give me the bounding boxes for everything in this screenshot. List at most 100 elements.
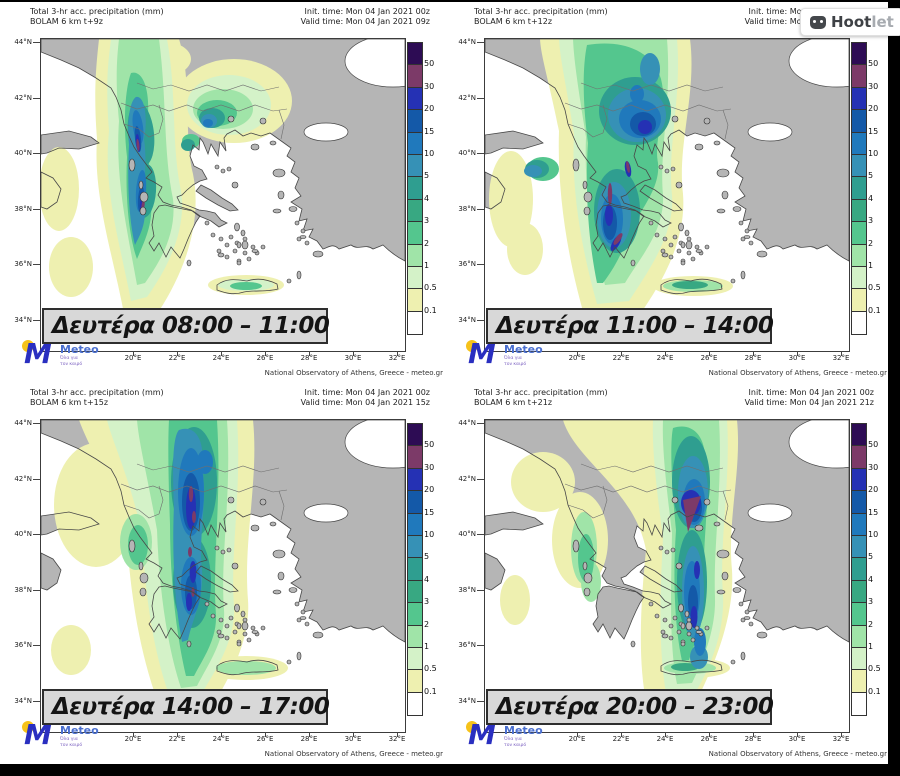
- lon-tick: [665, 732, 666, 737]
- logo-sun-icon: [22, 721, 34, 733]
- lat-tick: [33, 153, 40, 154]
- lon-tick: [309, 351, 310, 356]
- colorbar-segment: [408, 289, 422, 312]
- logo-sun-icon: [466, 721, 478, 733]
- lon-tick: [133, 351, 134, 356]
- precipitation-map: [41, 420, 405, 732]
- hootlet-watermark[interactable]: Hoot let: [800, 8, 900, 36]
- lat-tick: [33, 98, 40, 99]
- colorbar-segment: [852, 491, 866, 514]
- lat-tick: [477, 42, 484, 43]
- meteo-tagline-1: Όλα για: [504, 356, 522, 361]
- meteo-logo[interactable]: M Meteo Όλα για τον καιρό: [466, 720, 576, 760]
- precipitation-colorbar: [407, 423, 423, 717]
- panel-header-right: Init. time: Mon 04 Jan 2021 00z Valid ti…: [745, 388, 874, 408]
- forecast-panel: Total 3-hr acc. precipitation (mm) BOLAM…: [0, 2, 444, 383]
- lon-tick: [397, 351, 398, 356]
- colorbar-label: 20: [868, 104, 879, 114]
- logo-sun-icon: [22, 340, 34, 352]
- colorbar-segment: [408, 199, 422, 223]
- meteo-logo[interactable]: M Meteo Όλα για τον καιρό: [22, 720, 132, 760]
- lat-tick: [33, 534, 40, 535]
- colorbar-segment: [852, 244, 866, 267]
- colorbar-label: 3: [868, 216, 874, 226]
- lat-label: 40°N: [14, 149, 32, 157]
- panel-header-right: Init. time: Mon 04 Jan 2021 00z Valid ti…: [301, 7, 430, 27]
- lat-tick: [33, 479, 40, 480]
- meteo-tagline-2: τον καιρό: [60, 743, 83, 748]
- colorbar-label: 4: [424, 574, 430, 584]
- time-range-label: Δευτέρα 08:00 – 11:00: [42, 308, 330, 344]
- colorbar-segment: [408, 87, 422, 111]
- colorbar-label: 10: [424, 149, 435, 158]
- lat-tick: [33, 42, 40, 43]
- panel-model-run: BOLAM 6 km t+9z: [30, 17, 103, 26]
- panel-title: Total 3-hr acc. precipitation (mm): [30, 388, 164, 397]
- meteo-tagline-2: τον καιρό: [60, 362, 83, 367]
- lon-tick: [577, 351, 578, 356]
- lon-label: 30°E: [344, 735, 362, 743]
- colorbar-label: 10: [868, 530, 879, 539]
- panel-title: Total 3-hr acc. precipitation (mm): [474, 388, 608, 397]
- panel-valid-time: Valid time: Mon 04 Jan 2021 15z: [300, 398, 430, 407]
- lon-label: 22°E: [168, 735, 186, 743]
- lon-label: 20°E: [124, 354, 142, 362]
- colorbar-label: 4: [868, 574, 874, 584]
- lon-label: 20°E: [568, 735, 586, 743]
- colorbar-label: 0.5: [868, 283, 881, 293]
- colorbar-label: 15: [424, 126, 435, 136]
- lon-tick: [709, 351, 710, 356]
- observatory-credit: National Observatory of Athens, Greece -…: [708, 369, 887, 377]
- colorbar-segment: [852, 222, 866, 245]
- lat-label: 34°N: [458, 697, 476, 705]
- lon-label: 32°E: [388, 354, 406, 362]
- panel-valid-time: Valid time: Mon 04 Jan 2021 21z: [744, 398, 874, 407]
- lon-label: 22°E: [168, 354, 186, 362]
- observatory-credit: National Observatory of Athens, Greece -…: [708, 750, 887, 758]
- meteo-tagline-2: τον καιρό: [504, 743, 527, 748]
- colorbar-label: 10: [868, 149, 879, 158]
- colorbar-segment: [852, 289, 866, 312]
- observatory-credit: National Observatory of Athens, Greece -…: [264, 369, 443, 377]
- panel-header-left: Total 3-hr acc. precipitation (mm) BOLAM…: [474, 7, 608, 27]
- colorbar-label: 3: [424, 216, 430, 226]
- colorbar-segment: [852, 199, 866, 223]
- lon-label: 26°E: [256, 354, 274, 362]
- lat-label: 44°N: [458, 38, 476, 46]
- colorbar-segment: [408, 558, 422, 581]
- lat-label: 36°N: [14, 641, 32, 649]
- meteo-logo-text: Meteo: [60, 724, 99, 737]
- lat-tick: [477, 701, 484, 702]
- colorbar-label: 2: [868, 238, 874, 248]
- colorbar-segment: [408, 43, 422, 66]
- meteo-logo[interactable]: M Meteo Όλα για τον καιρό: [22, 339, 132, 379]
- colorbar-label: 0.5: [868, 664, 881, 674]
- time-range-label: Δευτέρα 14:00 – 17:00: [42, 689, 330, 725]
- colorbar-label: 0.1: [424, 686, 437, 696]
- colorbar-label: 1: [868, 261, 874, 270]
- precipitation-map: [485, 420, 849, 732]
- colorbar-segment: [408, 244, 422, 267]
- panel-model-run: BOLAM 6 km t+21z: [474, 398, 553, 407]
- colorbar-label: 50: [424, 440, 435, 450]
- lat-label: 34°N: [14, 316, 32, 324]
- colorbar-segment: [852, 580, 866, 604]
- lon-tick: [265, 732, 266, 737]
- colorbar-label: 15: [424, 507, 435, 517]
- colorbar-segment: [852, 558, 866, 581]
- colorbar-segment: [852, 535, 866, 559]
- lat-label: 42°N: [14, 94, 32, 102]
- meteo-logo[interactable]: M Meteo Όλα για τον καιρό: [466, 339, 576, 379]
- lon-label: 24°E: [212, 735, 230, 743]
- colorbar-label: 50: [868, 440, 879, 450]
- colorbar-label: 30: [868, 462, 879, 472]
- colorbar-segment: [408, 692, 422, 716]
- lat-tick: [477, 98, 484, 99]
- lat-label: 34°N: [14, 697, 32, 705]
- lon-tick: [353, 732, 354, 737]
- colorbar-segment: [408, 535, 422, 559]
- lon-tick: [709, 732, 710, 737]
- colorbar-label: 4: [424, 193, 430, 203]
- forecast-panel: Total 3-hr acc. precipitation (mm) BOLAM…: [0, 383, 444, 764]
- colorbar-segment: [852, 87, 866, 111]
